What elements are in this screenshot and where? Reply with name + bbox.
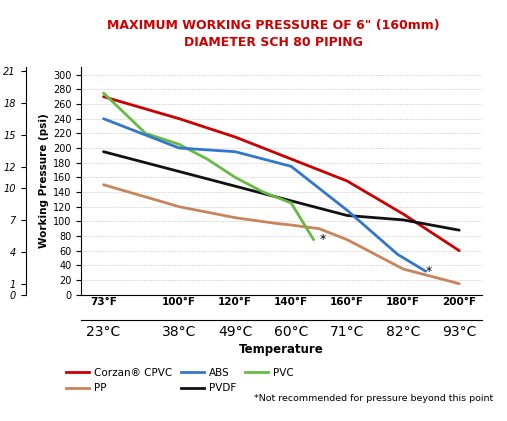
Text: *Not recommended for pressure beyond this point: *Not recommended for pressure beyond thi… bbox=[254, 394, 493, 402]
Y-axis label: Working Pressure (psi): Working Pressure (psi) bbox=[39, 114, 49, 248]
Text: MAXIMUM WORKING PRESSURE OF 6" (160mm)
DIAMETER SCH 80 PIPING: MAXIMUM WORKING PRESSURE OF 6" (160mm) D… bbox=[107, 19, 440, 49]
X-axis label: Temperature: Temperature bbox=[239, 343, 324, 356]
Text: *: * bbox=[319, 233, 325, 246]
Legend: Corzan® CPVC, PP, ABS, PVDF, PVC: Corzan® CPVC, PP, ABS, PVDF, PVC bbox=[66, 368, 294, 393]
Text: *: * bbox=[426, 265, 432, 278]
